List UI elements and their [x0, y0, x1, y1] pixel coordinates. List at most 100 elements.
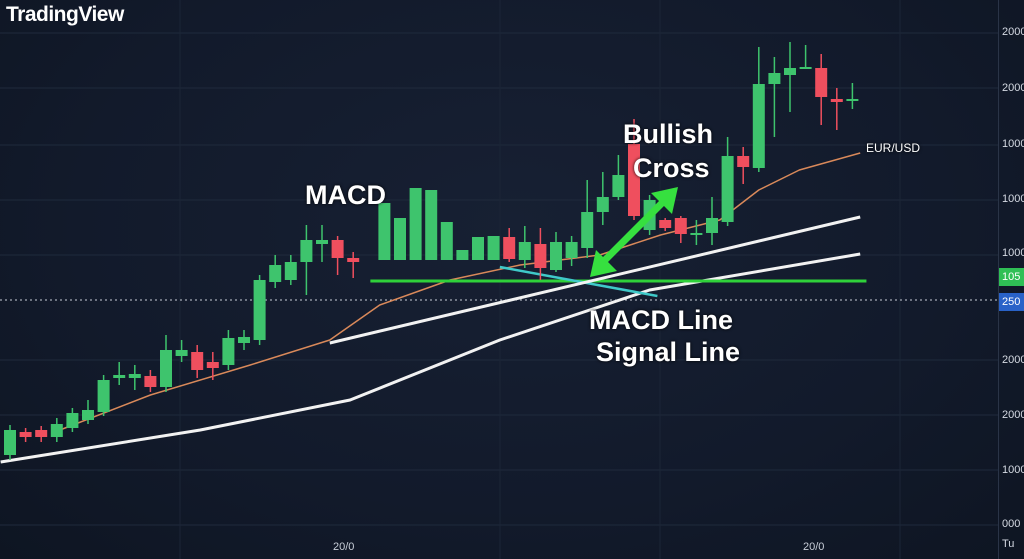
macd-histogram-bar [487, 236, 500, 260]
candle-body [238, 337, 250, 343]
candle-body [565, 242, 578, 258]
candle-body [628, 144, 640, 216]
candle-body [596, 197, 609, 212]
candle-body [737, 156, 750, 167]
macd-histogram-bar [425, 190, 438, 260]
candle [830, 88, 843, 130]
candle [331, 236, 344, 275]
candle-body [347, 258, 360, 262]
candle [534, 228, 547, 280]
candle-body [503, 237, 516, 259]
timezone-label: Tu [1002, 538, 1015, 550]
candle-body [300, 240, 313, 262]
candle [35, 426, 48, 442]
candle-body [97, 380, 110, 412]
candle [628, 119, 640, 220]
price-label: 000 [1002, 518, 1021, 530]
candle-body [50, 424, 63, 437]
candle-body [284, 262, 297, 280]
macd-line-label: MACD Line [589, 305, 733, 335]
candle-body [191, 352, 204, 370]
price-label: 2000 [1002, 82, 1024, 94]
candle-body [19, 432, 32, 437]
candle [752, 47, 765, 172]
candle-body [113, 375, 126, 378]
candle [674, 216, 687, 243]
candle [284, 255, 297, 285]
candle [144, 370, 157, 392]
candle-body [66, 413, 79, 428]
bullish-cross-arrow-icon [590, 187, 678, 277]
candle-body [269, 265, 282, 282]
last-price-tag: 105 [999, 268, 1024, 286]
candle-body [316, 240, 328, 244]
candle-body [799, 67, 812, 69]
candle [128, 365, 141, 390]
candle [721, 137, 734, 226]
price-label: 2000 [1002, 409, 1024, 421]
candle [175, 340, 188, 362]
cross-label-text: Cross [633, 153, 710, 183]
candle-body [674, 218, 687, 234]
candle [300, 225, 313, 295]
candle [690, 220, 703, 245]
moving-average-line [59, 152, 861, 431]
candle [222, 330, 235, 370]
macd-line [329, 215, 861, 345]
candle [799, 45, 812, 69]
candle-body [35, 430, 48, 437]
candle [82, 400, 94, 424]
candle [347, 252, 360, 278]
candle [191, 345, 204, 378]
candle-body [128, 374, 141, 378]
cyan-line [499, 265, 658, 298]
long-trend-line [0, 252, 861, 464]
candle-body [659, 220, 672, 228]
price-chart[interactable] [0, 0, 998, 559]
crosshair-price-tag: 250 [999, 293, 1024, 311]
time-label: 20/0 [333, 541, 355, 553]
candle [768, 57, 781, 137]
candle-body [222, 338, 235, 365]
candle [846, 83, 859, 109]
candle-body [846, 99, 859, 101]
candle-body [175, 350, 188, 356]
macd-label: MACD [305, 180, 386, 210]
candle [815, 54, 828, 125]
macd-histogram-bar [440, 222, 453, 260]
candle-body [550, 242, 562, 270]
macd-histogram-bar [394, 218, 406, 260]
candle [565, 236, 578, 266]
candle [19, 428, 32, 442]
symbol-label: EUR/USD [866, 141, 921, 155]
candle-body [206, 362, 219, 368]
candle [269, 255, 282, 288]
candle-body [518, 242, 531, 260]
candle-body [612, 175, 625, 197]
candle [659, 218, 672, 231]
candle-body [690, 233, 703, 235]
candle-body [534, 244, 547, 268]
price-label: 2000 [1002, 26, 1024, 38]
bullish-label: Bullish [623, 119, 714, 149]
candle-body [82, 410, 94, 420]
candle [97, 375, 110, 416]
candle-body [331, 240, 344, 258]
candle [253, 275, 266, 345]
candle [612, 155, 625, 200]
candle-body [253, 280, 266, 340]
time-label: 20/0 [803, 541, 825, 553]
candle-body [144, 376, 157, 387]
candle [66, 408, 79, 432]
macd-histogram-bar [472, 237, 484, 260]
candle [50, 418, 63, 442]
candle [316, 225, 328, 262]
candle-body [706, 218, 718, 233]
candle-body [160, 350, 172, 387]
candle [4, 425, 16, 460]
candle [550, 232, 562, 272]
